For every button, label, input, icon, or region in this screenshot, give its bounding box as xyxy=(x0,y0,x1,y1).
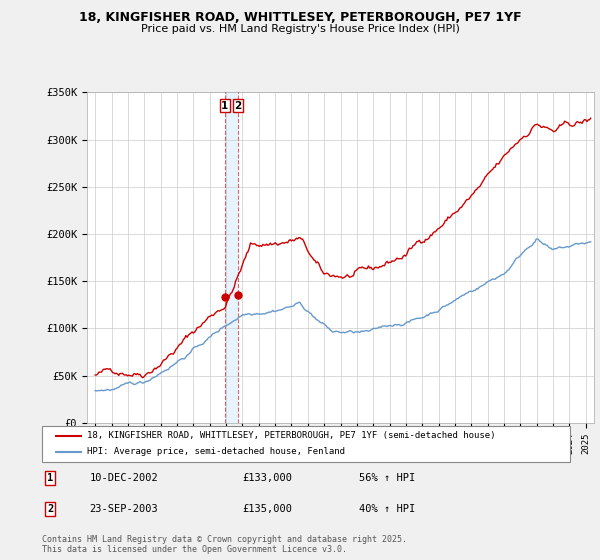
Text: 2: 2 xyxy=(235,101,242,111)
Text: HPI: Average price, semi-detached house, Fenland: HPI: Average price, semi-detached house,… xyxy=(87,447,345,456)
Text: Contains HM Land Registry data © Crown copyright and database right 2025.
This d: Contains HM Land Registry data © Crown c… xyxy=(42,535,407,554)
Text: 40% ↑ HPI: 40% ↑ HPI xyxy=(359,504,415,514)
Text: 10-DEC-2002: 10-DEC-2002 xyxy=(89,473,158,483)
FancyBboxPatch shape xyxy=(42,426,570,462)
Text: £135,000: £135,000 xyxy=(242,504,293,514)
Text: 18, KINGFISHER ROAD, WHITTLESEY, PETERBOROUGH, PE7 1YF (semi-detached house): 18, KINGFISHER ROAD, WHITTLESEY, PETERBO… xyxy=(87,431,496,440)
Text: 18, KINGFISHER ROAD, WHITTLESEY, PETERBOROUGH, PE7 1YF: 18, KINGFISHER ROAD, WHITTLESEY, PETERBO… xyxy=(79,11,521,24)
Text: 23-SEP-2003: 23-SEP-2003 xyxy=(89,504,158,514)
Bar xyxy=(225,92,238,423)
Text: Price paid vs. HM Land Registry's House Price Index (HPI): Price paid vs. HM Land Registry's House … xyxy=(140,24,460,34)
Text: 2: 2 xyxy=(47,504,53,514)
Text: 56% ↑ HPI: 56% ↑ HPI xyxy=(359,473,415,483)
Text: 1: 1 xyxy=(221,101,229,111)
Text: £133,000: £133,000 xyxy=(242,473,293,483)
Text: 1: 1 xyxy=(47,473,53,483)
